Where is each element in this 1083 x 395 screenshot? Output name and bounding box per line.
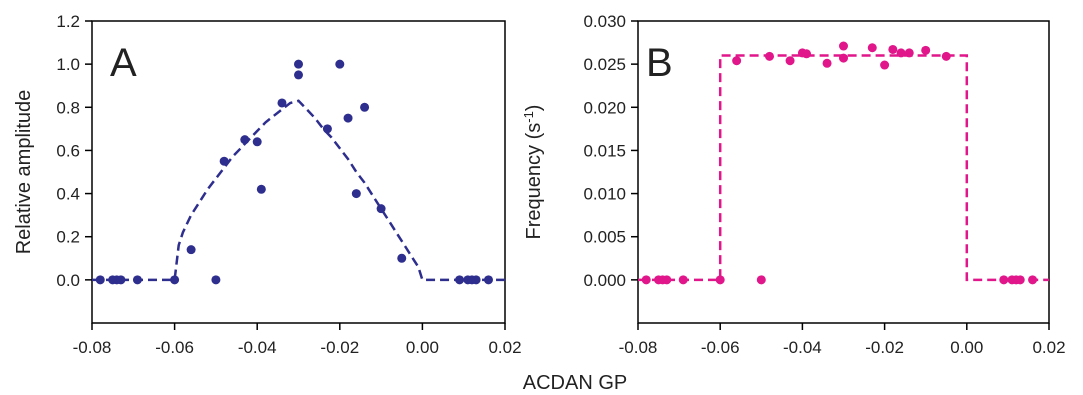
y-tick-label: 0.2	[56, 228, 80, 247]
data-point	[116, 275, 126, 285]
data-point	[839, 53, 848, 63]
data-point	[351, 189, 361, 199]
x-tick-label: 0.00	[950, 338, 983, 357]
x-tick-label: -0.08	[619, 338, 658, 357]
data-point	[170, 275, 180, 285]
y-tick-label: 1.0	[56, 55, 80, 74]
y-tick-label: 0.000	[583, 271, 626, 290]
data-point	[822, 58, 832, 68]
data-point	[888, 44, 898, 54]
data-point	[678, 275, 688, 285]
y-tick-label: 1.2	[56, 12, 80, 31]
data-point	[252, 137, 262, 147]
data-point	[641, 275, 651, 285]
x-tick-label: 0.02	[1032, 338, 1065, 357]
data-point	[941, 51, 951, 61]
panel-b: -0.08 -0.06 -0.04 -0.02 0.00 0.02 0.000 0.005 0.…	[521, 12, 1066, 357]
data-point	[219, 156, 229, 166]
x-tick-label: -0.08	[73, 338, 112, 357]
y-tick-label: 0.6	[56, 141, 80, 160]
data-point	[839, 41, 848, 51]
data-point	[256, 184, 266, 194]
data-point	[397, 253, 407, 263]
data-point	[1015, 275, 1025, 285]
panel-label: A	[110, 41, 137, 85]
y-tick-label: 0.010	[583, 185, 626, 204]
x-tick-label: 0.02	[488, 338, 521, 357]
y-tick-label: 0.8	[56, 98, 80, 117]
data-point	[186, 245, 196, 255]
y-tick-label: 0.030	[583, 12, 626, 31]
y-axis-label-superscript: -1	[521, 111, 536, 123]
data-point	[756, 275, 766, 285]
data-point	[785, 56, 795, 66]
data-point	[322, 124, 332, 134]
y-tick-label: 0.025	[583, 55, 626, 74]
y-tick-label: 0.0	[56, 271, 80, 290]
x-tick-label: -0.06	[155, 338, 194, 357]
data-point	[455, 275, 465, 285]
data-point	[715, 275, 725, 285]
data-point	[240, 135, 250, 145]
data-point	[483, 275, 493, 285]
x-tick-label: 0.00	[406, 338, 439, 357]
x-tick-label: -0.04	[783, 338, 822, 357]
data-point	[802, 49, 812, 59]
y-tick-label: 0.005	[583, 228, 626, 247]
data-point	[277, 98, 287, 108]
data-point	[294, 59, 303, 69]
data-point	[867, 43, 877, 53]
data-point	[896, 48, 906, 58]
panel-label: B	[646, 41, 673, 85]
y-tick-label: 0.4	[56, 185, 80, 204]
fit-curve	[92, 99, 505, 282]
data-point	[360, 102, 370, 112]
x-tick-label: -0.02	[320, 338, 359, 357]
data-point	[1028, 275, 1038, 285]
y-axis-label: Frequency (s-1)	[521, 105, 546, 240]
fit-curve	[638, 54, 1049, 282]
x-tick-label: -0.06	[701, 338, 740, 357]
data-point	[765, 51, 775, 61]
data-point	[211, 275, 221, 285]
data-point	[335, 59, 345, 69]
data-point	[921, 45, 931, 55]
data-point	[471, 275, 481, 285]
y-tick-label: 0.020	[583, 98, 626, 117]
data-point	[880, 60, 890, 70]
data-point	[999, 275, 1009, 285]
data-point	[904, 48, 914, 58]
panel-a: -0.08 -0.06 -0.04 -0.02 0.00 0.02 0.0 0.2 0.4 0.6…	[13, 12, 522, 357]
y-tick-label: 0.015	[583, 141, 626, 160]
x-tick-label: -0.04	[238, 338, 277, 357]
plot-frame	[91, 20, 506, 324]
x-tick-label: -0.02	[865, 338, 904, 357]
data-point	[95, 275, 105, 285]
data-point	[732, 56, 742, 66]
data-point	[376, 204, 386, 214]
plot-frame	[637, 20, 1050, 324]
x-axis-label: ACDAN GP	[523, 372, 627, 394]
y-axis-label: Relative amplitude	[13, 90, 35, 255]
data-point	[343, 113, 353, 123]
data-point	[294, 70, 303, 80]
data-point	[132, 275, 142, 285]
data-point	[662, 275, 672, 285]
